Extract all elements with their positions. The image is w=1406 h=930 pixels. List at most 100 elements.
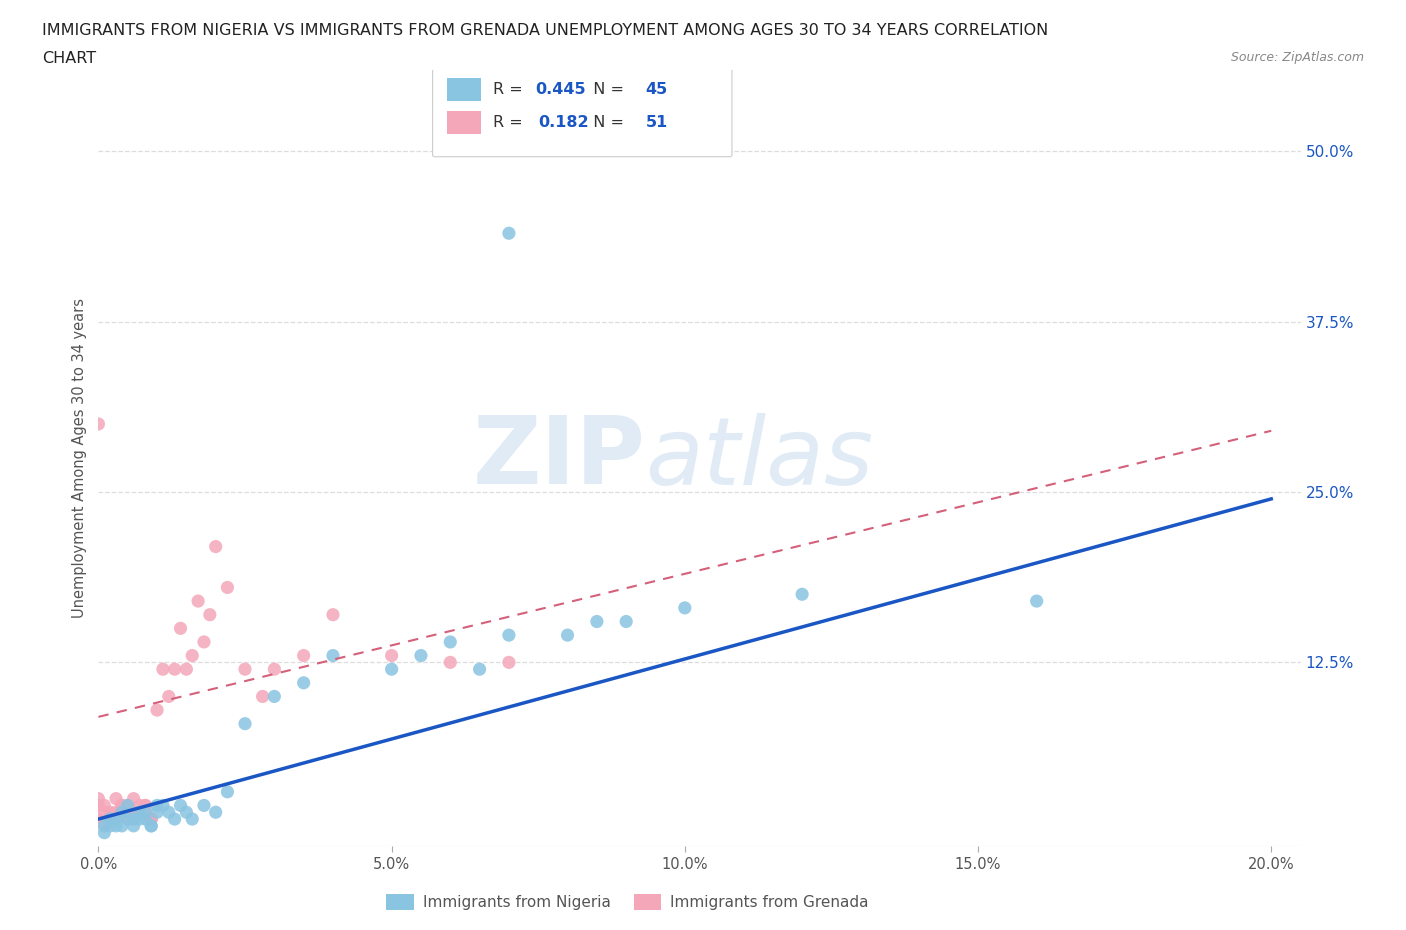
Point xyxy=(673,601,696,616)
Point xyxy=(141,818,163,833)
Point xyxy=(98,804,121,819)
Point xyxy=(163,662,186,677)
Point xyxy=(111,804,134,819)
Text: Source: ZipAtlas.com: Source: ZipAtlas.com xyxy=(1230,51,1364,64)
Point xyxy=(128,804,150,819)
Point xyxy=(233,662,256,677)
Text: atlas: atlas xyxy=(645,413,873,503)
Point xyxy=(157,804,180,819)
Point xyxy=(498,655,520,670)
Point xyxy=(134,812,156,827)
Point xyxy=(176,662,198,677)
Point xyxy=(204,539,226,554)
Point xyxy=(98,818,121,833)
Point xyxy=(117,804,139,819)
Point xyxy=(292,675,315,690)
Point xyxy=(111,818,134,833)
Point xyxy=(263,689,285,704)
Text: 0.445: 0.445 xyxy=(534,82,585,97)
Point xyxy=(122,818,145,833)
Point xyxy=(128,798,150,813)
Point xyxy=(93,798,115,813)
Point xyxy=(152,798,174,813)
Point xyxy=(122,791,145,806)
Point xyxy=(128,804,150,819)
Point xyxy=(111,798,134,813)
Point xyxy=(122,804,145,819)
Point xyxy=(468,662,491,677)
Point xyxy=(157,689,180,704)
Point xyxy=(93,818,115,833)
Point xyxy=(263,662,285,677)
Point xyxy=(141,818,163,833)
Point xyxy=(98,812,121,827)
Point xyxy=(586,614,609,629)
Point xyxy=(117,812,139,827)
Point xyxy=(146,804,169,819)
Point xyxy=(93,818,115,833)
Point xyxy=(134,798,156,813)
Point xyxy=(122,812,145,827)
Point xyxy=(128,812,150,827)
Point xyxy=(181,648,204,663)
Point xyxy=(141,812,163,827)
Point xyxy=(105,818,128,833)
Point xyxy=(146,703,169,718)
Point xyxy=(87,798,110,813)
Point xyxy=(134,804,156,819)
Point xyxy=(322,648,344,663)
Point xyxy=(169,798,191,813)
Text: 0.182: 0.182 xyxy=(538,115,589,130)
Point xyxy=(233,716,256,731)
FancyBboxPatch shape xyxy=(433,68,733,157)
Point xyxy=(128,804,150,819)
Point xyxy=(117,812,139,827)
Text: 51: 51 xyxy=(645,115,668,130)
FancyBboxPatch shape xyxy=(447,111,481,134)
Point xyxy=(93,825,115,840)
Point xyxy=(790,587,813,602)
Point xyxy=(557,628,579,643)
Point xyxy=(498,628,520,643)
Point xyxy=(217,784,239,799)
Point xyxy=(187,593,209,608)
Point xyxy=(105,804,128,819)
Point xyxy=(439,634,461,649)
Point xyxy=(111,804,134,819)
Point xyxy=(105,812,128,827)
Point xyxy=(122,812,145,827)
Point xyxy=(134,798,156,813)
Point xyxy=(204,804,226,819)
Point xyxy=(105,812,128,827)
Point xyxy=(381,648,404,663)
Text: R =: R = xyxy=(492,82,527,97)
Point xyxy=(217,580,239,595)
Point xyxy=(193,634,215,649)
Point xyxy=(381,662,404,677)
Point xyxy=(181,812,204,827)
Point xyxy=(117,798,139,813)
Point xyxy=(292,648,315,663)
Point xyxy=(146,798,169,813)
Point xyxy=(93,804,115,819)
Text: ZIP: ZIP xyxy=(472,412,645,504)
Point xyxy=(614,614,637,629)
Point xyxy=(117,798,139,813)
Point xyxy=(98,812,121,827)
Point xyxy=(98,812,121,827)
Point xyxy=(87,791,110,806)
Text: N =: N = xyxy=(583,82,628,97)
Point xyxy=(252,689,274,704)
Point xyxy=(498,226,520,241)
Text: N =: N = xyxy=(583,115,634,130)
Legend: Immigrants from Nigeria, Immigrants from Grenada: Immigrants from Nigeria, Immigrants from… xyxy=(380,888,875,916)
Point xyxy=(322,607,344,622)
Point xyxy=(169,621,191,636)
Point xyxy=(152,662,174,677)
Point xyxy=(198,607,221,622)
Point xyxy=(141,812,163,827)
Point xyxy=(1025,593,1047,608)
Text: R =: R = xyxy=(492,115,533,130)
Point xyxy=(141,812,163,827)
Point xyxy=(105,791,128,806)
